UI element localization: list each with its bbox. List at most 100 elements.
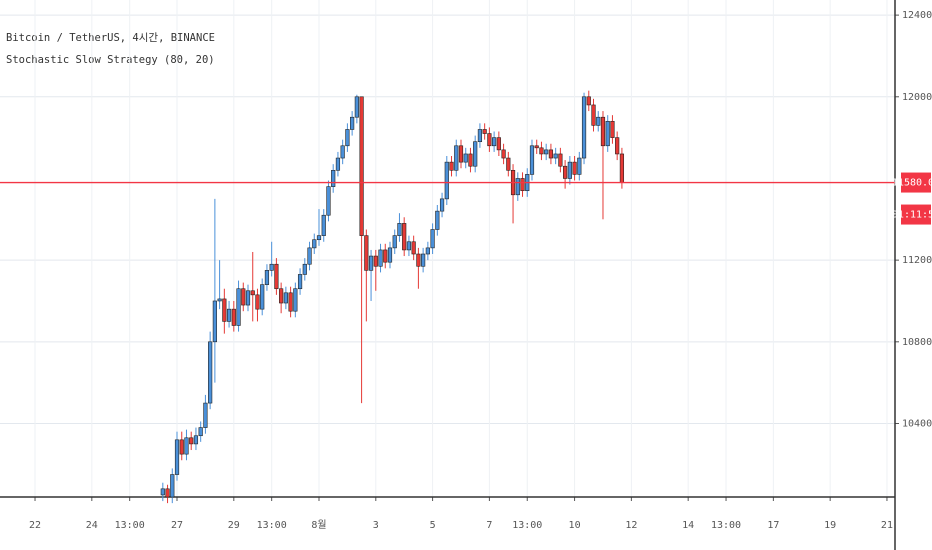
candle-body: [411, 241, 416, 255]
candle-body: [345, 129, 350, 147]
candle-body: [553, 153, 558, 159]
x-tick-label: 8월: [311, 519, 326, 531]
candle-body: [316, 235, 322, 241]
candle-body: [165, 488, 170, 498]
candle-body: [439, 198, 445, 212]
candle-body: [577, 157, 582, 175]
chart-title: Bitcoin / TetherUS, 4시간, BINANCE: [6, 32, 215, 44]
x-tick-label: 27: [171, 520, 183, 531]
candle-body: [463, 153, 468, 163]
x-tick-label: 13:00: [257, 520, 287, 531]
candle-body: [331, 169, 336, 187]
candle-body: [288, 292, 293, 312]
candle-body: [160, 488, 165, 496]
candle-body: [529, 145, 535, 175]
candle-body: [208, 341, 213, 404]
candle-body: [477, 129, 483, 143]
y-tick-label: 12400.00: [902, 10, 932, 21]
candle-body: [293, 288, 298, 312]
candle-body: [297, 274, 303, 290]
x-tick-label: 3: [373, 520, 379, 531]
x-tick-label: 7: [486, 520, 492, 531]
candle-body: [435, 210, 440, 230]
candle-body: [492, 137, 497, 147]
x-tick-label: 13:00: [512, 520, 542, 531]
candle-body: [269, 263, 274, 271]
candle-body: [567, 161, 572, 179]
candle-body: [193, 435, 199, 445]
x-tick-label: 24: [86, 520, 98, 531]
candle-body: [458, 145, 464, 163]
candle-body: [179, 439, 184, 455]
candle-body: [203, 402, 208, 428]
candle-body: [482, 129, 487, 134]
candle-body: [392, 235, 397, 249]
candle-body: [250, 290, 255, 296]
candle-body: [619, 153, 625, 183]
y-tick-label: 10400.00: [902, 418, 932, 429]
y-tick-label: 11200.00: [902, 255, 932, 266]
candle-body: [534, 145, 539, 149]
candle-body: [454, 145, 459, 171]
candle-body: [245, 290, 251, 306]
candle-body: [378, 249, 383, 267]
candle-body: [416, 253, 421, 267]
candle-body: [260, 284, 265, 310]
x-tick-label: 17: [767, 520, 779, 531]
candle-body: [506, 157, 511, 171]
x-tick-label: 22: [29, 520, 41, 531]
candle-body: [189, 437, 194, 445]
candle-body: [222, 298, 227, 322]
candle-body: [364, 235, 369, 271]
x-tick-label: 29: [228, 520, 240, 531]
candle-body: [241, 288, 246, 306]
candle-body: [312, 239, 317, 249]
candle-body: [449, 161, 454, 171]
candle-body: [359, 96, 364, 236]
candle-body: [586, 96, 591, 106]
candle-body: [387, 247, 393, 263]
candle-body: [274, 263, 279, 290]
candle-body: [487, 133, 492, 147]
candle-body: [402, 223, 407, 251]
candle-body: [539, 147, 544, 155]
y-tick-label: 10800.00: [902, 337, 932, 348]
candle-body: [605, 120, 610, 147]
candle-body: [501, 149, 506, 159]
candle-body: [600, 116, 606, 147]
candle-body: [572, 161, 577, 175]
candle-body: [174, 439, 180, 475]
candle-body: [430, 229, 435, 249]
candle-body: [397, 223, 402, 236]
candle-body: [520, 178, 525, 192]
candle-body: [226, 308, 232, 322]
candle-body: [548, 149, 554, 159]
candle-body: [383, 249, 388, 263]
candle-body: [236, 288, 241, 326]
indicator-label: Stochastic Slow Strategy (80, 20): [6, 54, 215, 66]
candle-body: [444, 161, 449, 200]
candle-body: [544, 149, 549, 155]
candle-body: [212, 300, 217, 343]
x-tick-label: 13:00: [115, 520, 145, 531]
y-tick-label: 12000.00: [902, 92, 932, 103]
candle-body: [515, 178, 520, 196]
candle-body: [340, 145, 345, 159]
candle-body: [563, 165, 568, 179]
candle-body: [326, 186, 331, 216]
x-tick-label: 19: [824, 520, 836, 531]
candle-body: [307, 247, 312, 265]
candle-body: [615, 137, 620, 155]
candle-body: [350, 116, 355, 130]
x-tick-label: 14: [682, 520, 694, 531]
candle-body: [368, 255, 374, 271]
candle-body: [591, 104, 596, 126]
candle-body: [610, 120, 615, 138]
x-tick-label: 21: [881, 520, 893, 531]
x-tick-label: 10: [569, 520, 581, 531]
candle-body: [335, 157, 341, 171]
candle-body: [373, 255, 378, 267]
candle-body: [468, 153, 473, 167]
candle-body: [255, 294, 260, 310]
